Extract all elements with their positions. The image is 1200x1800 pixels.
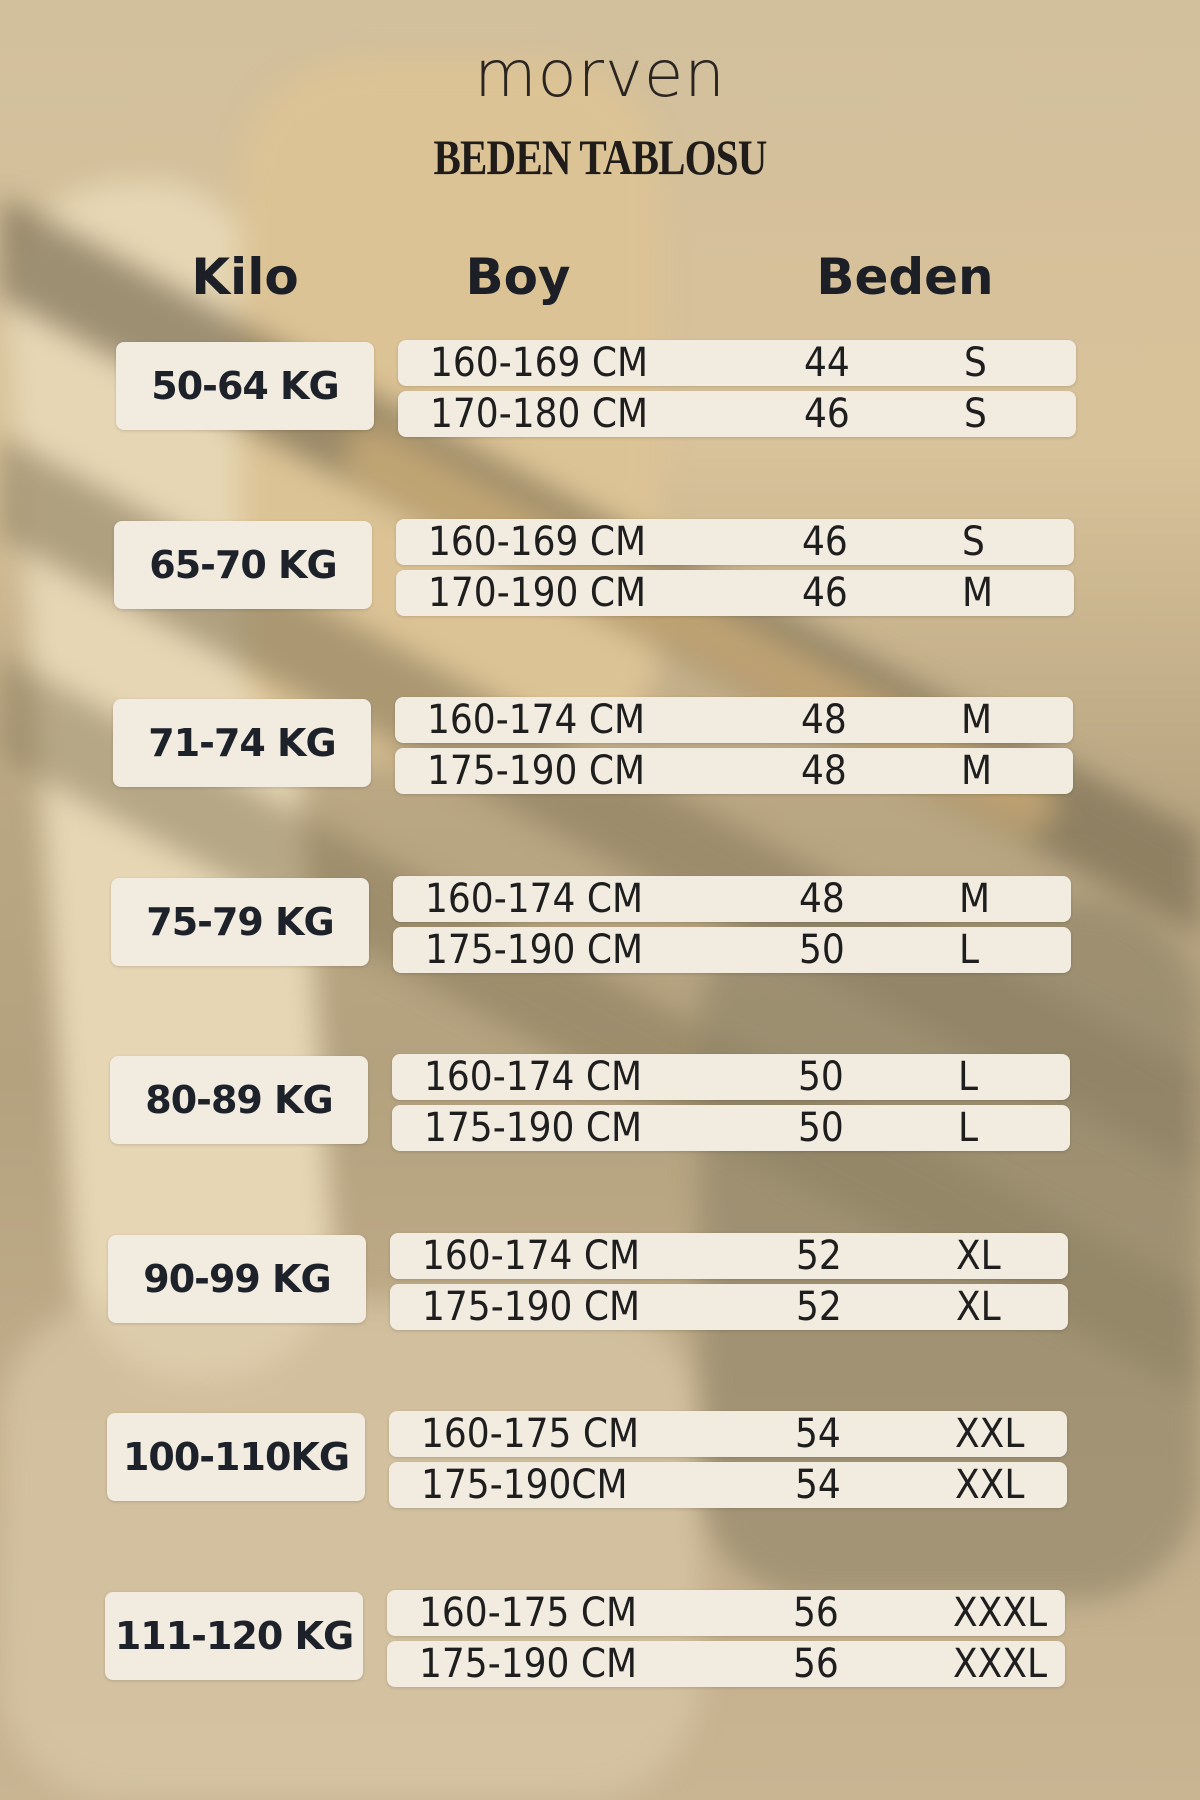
height-range: 160-175 CM [419,1589,638,1636]
size-group: 71-74 KG 160-174 CM 48 M 175-190 CM 48 M [0,697,1200,809]
weight-range: 111-120 KG [105,1591,363,1680]
table-row: 160-174 CM 52 XL [390,1232,1068,1279]
size-group: 80-89 KG 160-174 CM 50 L 175-190 CM 50 L [0,1054,1200,1166]
size-letter: M [961,748,993,794]
size-group: 90-99 KG 160-174 CM 52 XL 175-190 CM 52 … [0,1232,1200,1345]
height-range: 175-190 CM [422,1283,641,1330]
height-range: 175-190 CM [427,748,646,794]
table-row: 175-190 CM 50 L [392,1105,1070,1151]
weight-range: 75-79 KG [111,877,369,966]
size-group: 100-110KG 160-175 CM 54 XXL 175-190CM 54… [0,1411,1200,1523]
size-letter: XL [956,1283,1001,1330]
size-number: 48 [801,748,847,794]
height-range: 175-190 CM [419,1640,638,1687]
size-number: 46 [804,391,850,437]
page-title: BEDEN TABLOSU [433,129,767,185]
size-letter: XXXL [953,1589,1048,1636]
weight-range: 100-110KG [107,1413,365,1501]
height-range: 160-169 CM [430,340,649,386]
size-letter: M [961,697,993,743]
header-kilo: Kilo [191,248,299,306]
size-letter: XXXL [953,1640,1048,1687]
size-letter: XXL [955,1411,1025,1457]
weight-range: 90-99 KG [108,1234,366,1323]
height-range: 160-174 CM [424,1054,643,1100]
size-group: 111-120 KG 160-175 CM 56 XXXL 175-190 CM… [0,1589,1200,1702]
size-number: 46 [802,518,848,565]
size-letter: S [964,340,987,386]
size-number: 52 [796,1232,842,1279]
weight-range: 50-64 KG [116,342,374,430]
size-group: 50-64 KG 160-169 CM 44 S 170-180 CM 46 S [0,340,1200,452]
brand-logo: morven [474,38,726,112]
height-range: 170-190 CM [428,569,647,616]
size-number: 50 [798,1054,844,1100]
size-letter: XXL [955,1462,1025,1508]
height-range: 160-169 CM [428,518,647,565]
size-number: 54 [795,1462,841,1508]
table-row: 160-169 CM 46 S [396,518,1074,565]
table-row: 175-190CM 54 XXL [389,1462,1067,1508]
header-boy: Boy [465,248,571,306]
table-row: 175-190 CM 52 XL [390,1283,1068,1330]
size-letter: L [958,1054,979,1100]
size-number: 50 [799,926,845,973]
size-group: 65-70 KG 160-169 CM 46 S 170-190 CM 46 M [0,518,1200,631]
size-letter: S [964,391,987,437]
size-group: 75-79 KG 160-174 CM 48 M 175-190 CM 50 L [0,875,1200,988]
header-beden: Beden [816,248,994,306]
table-row: 175-190 CM 48 M [395,748,1073,794]
size-number: 48 [801,697,847,743]
height-range: 175-190 CM [425,926,644,973]
size-number: 44 [804,340,850,386]
size-number: 48 [799,875,845,922]
weight-range: 71-74 KG [113,699,371,787]
table-row: 175-190 CM 50 L [393,926,1071,973]
table-row: 160-169 CM 44 S [398,340,1076,386]
size-number: 54 [795,1411,841,1457]
table-row: 170-190 CM 46 M [396,569,1074,616]
size-letter: S [962,518,985,565]
weight-range: 65-70 KG [114,520,372,609]
size-letter: M [962,569,994,616]
size-letter: L [958,1105,979,1151]
table-row: 160-175 CM 54 XXL [389,1411,1067,1457]
size-number: 56 [793,1640,839,1687]
size-letter: XL [956,1232,1001,1279]
table-row: 170-180 CM 46 S [398,391,1076,437]
table-row: 175-190 CM 56 XXXL [387,1640,1065,1687]
weight-range: 80-89 KG [110,1056,368,1144]
height-range: 160-174 CM [427,697,646,743]
size-letter: L [959,926,980,973]
height-range: 160-174 CM [425,875,644,922]
height-range: 160-175 CM [421,1411,640,1457]
table-row: 160-174 CM 48 M [395,697,1073,743]
table-row: 160-175 CM 56 XXXL [387,1589,1065,1636]
size-number: 56 [793,1589,839,1636]
size-letter: M [959,875,991,922]
height-range: 170-180 CM [430,391,649,437]
height-range: 175-190CM [421,1462,628,1508]
height-range: 175-190 CM [424,1105,643,1151]
size-number: 52 [796,1283,842,1330]
table-row: 160-174 CM 50 L [392,1054,1070,1100]
table-row: 160-174 CM 48 M [393,875,1071,922]
size-number: 46 [802,569,848,616]
size-number: 50 [798,1105,844,1151]
height-range: 160-174 CM [422,1232,641,1279]
